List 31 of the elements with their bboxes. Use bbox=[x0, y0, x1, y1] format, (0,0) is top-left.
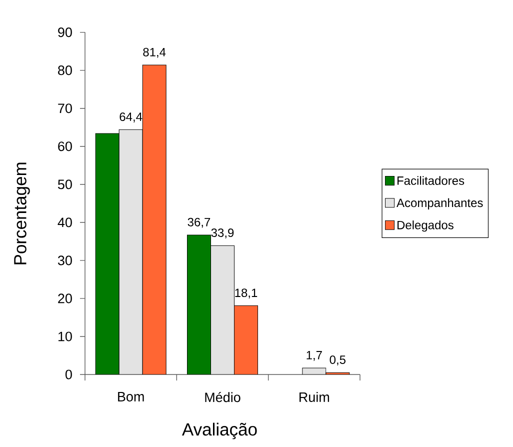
y-tick-label: 40 bbox=[58, 218, 72, 228]
data-label: 0,5 bbox=[330, 355, 346, 366]
y-axis-title: Porcentagem bbox=[14, 162, 30, 264]
data-label: 18,1 bbox=[235, 288, 258, 298]
data-label: 33,9 bbox=[211, 228, 234, 238]
y-tick-label: 80 bbox=[58, 66, 72, 76]
bar bbox=[142, 64, 166, 374]
legend-label: Delegados bbox=[398, 220, 454, 232]
data-label: 64,4 bbox=[120, 112, 142, 122]
legend-label: Facilitadores bbox=[398, 176, 464, 185]
x-axis-title: Avaliação bbox=[182, 422, 257, 440]
y-tick-label: 70 bbox=[58, 104, 72, 114]
x-tick-label: Médio bbox=[205, 392, 240, 402]
bar bbox=[234, 305, 258, 374]
data-label: 1,7 bbox=[306, 351, 322, 361]
data-label: 81,4 bbox=[143, 48, 166, 58]
bar bbox=[118, 129, 143, 374]
x-tick-label: Bom bbox=[118, 392, 144, 402]
legend-label: Acompanhantes bbox=[396, 198, 483, 210]
bar bbox=[187, 234, 212, 374]
y-tick-label: 50 bbox=[58, 180, 72, 190]
y-tick-label: 10 bbox=[58, 332, 72, 342]
bar bbox=[210, 245, 234, 374]
bar bbox=[95, 133, 120, 374]
y-tick-label: 60 bbox=[58, 142, 72, 152]
x-tick-label: Ruim bbox=[300, 392, 330, 402]
y-tick-label: 20 bbox=[58, 294, 72, 304]
y-tick-label: 30 bbox=[58, 256, 72, 266]
y-tick-label: 0 bbox=[65, 370, 72, 380]
data-label: 36,7 bbox=[188, 218, 210, 228]
y-tick-label: 90 bbox=[58, 28, 72, 38]
